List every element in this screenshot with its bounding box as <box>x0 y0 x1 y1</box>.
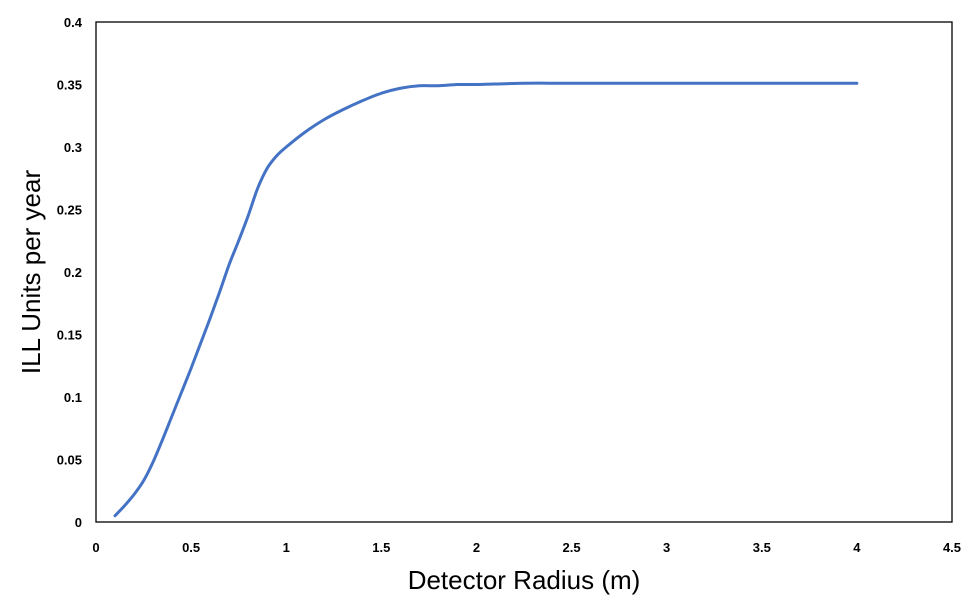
x-tick-label: 3.5 <box>753 540 771 555</box>
x-tick-label: 2.5 <box>563 540 581 555</box>
y-tick-label: 0.25 <box>57 203 82 218</box>
x-tick-label: 4.5 <box>943 540 961 555</box>
y-axis-title: ILL Units per year <box>16 170 46 375</box>
series-line <box>113 81 859 518</box>
y-tick-label: 0 <box>75 515 82 530</box>
y-tick-label: 0.05 <box>57 453 82 468</box>
x-tick-label: 0.5 <box>182 540 200 555</box>
x-axis-tick-labels: 0 0.5 1 1.5 2 2.5 3 3.5 4 4.5 <box>92 540 961 555</box>
y-tick-label: 0.3 <box>64 140 82 155</box>
x-axis-title: Detector Radius (m) <box>408 565 641 595</box>
x-tick-label: 2 <box>473 540 480 555</box>
y-tick-label: 0.15 <box>57 328 82 343</box>
x-tick-label: 4 <box>853 540 861 555</box>
y-tick-label: 0.35 <box>57 78 82 93</box>
x-tick-label: 1.5 <box>372 540 390 555</box>
x-tick-label: 0 <box>92 540 99 555</box>
x-tick-label: 1 <box>283 540 290 555</box>
y-tick-label: 0.2 <box>64 265 82 280</box>
series-layer <box>113 81 859 518</box>
y-tick-label: 0.1 <box>64 390 82 405</box>
y-axis-tick-labels: 0 0.05 0.1 0.15 0.2 0.25 0.3 0.35 0.4 <box>57 15 83 530</box>
plot-area-frame <box>95 21 953 523</box>
x-tick-label: 3 <box>663 540 670 555</box>
y-tick-label: 0.4 <box>64 15 83 30</box>
